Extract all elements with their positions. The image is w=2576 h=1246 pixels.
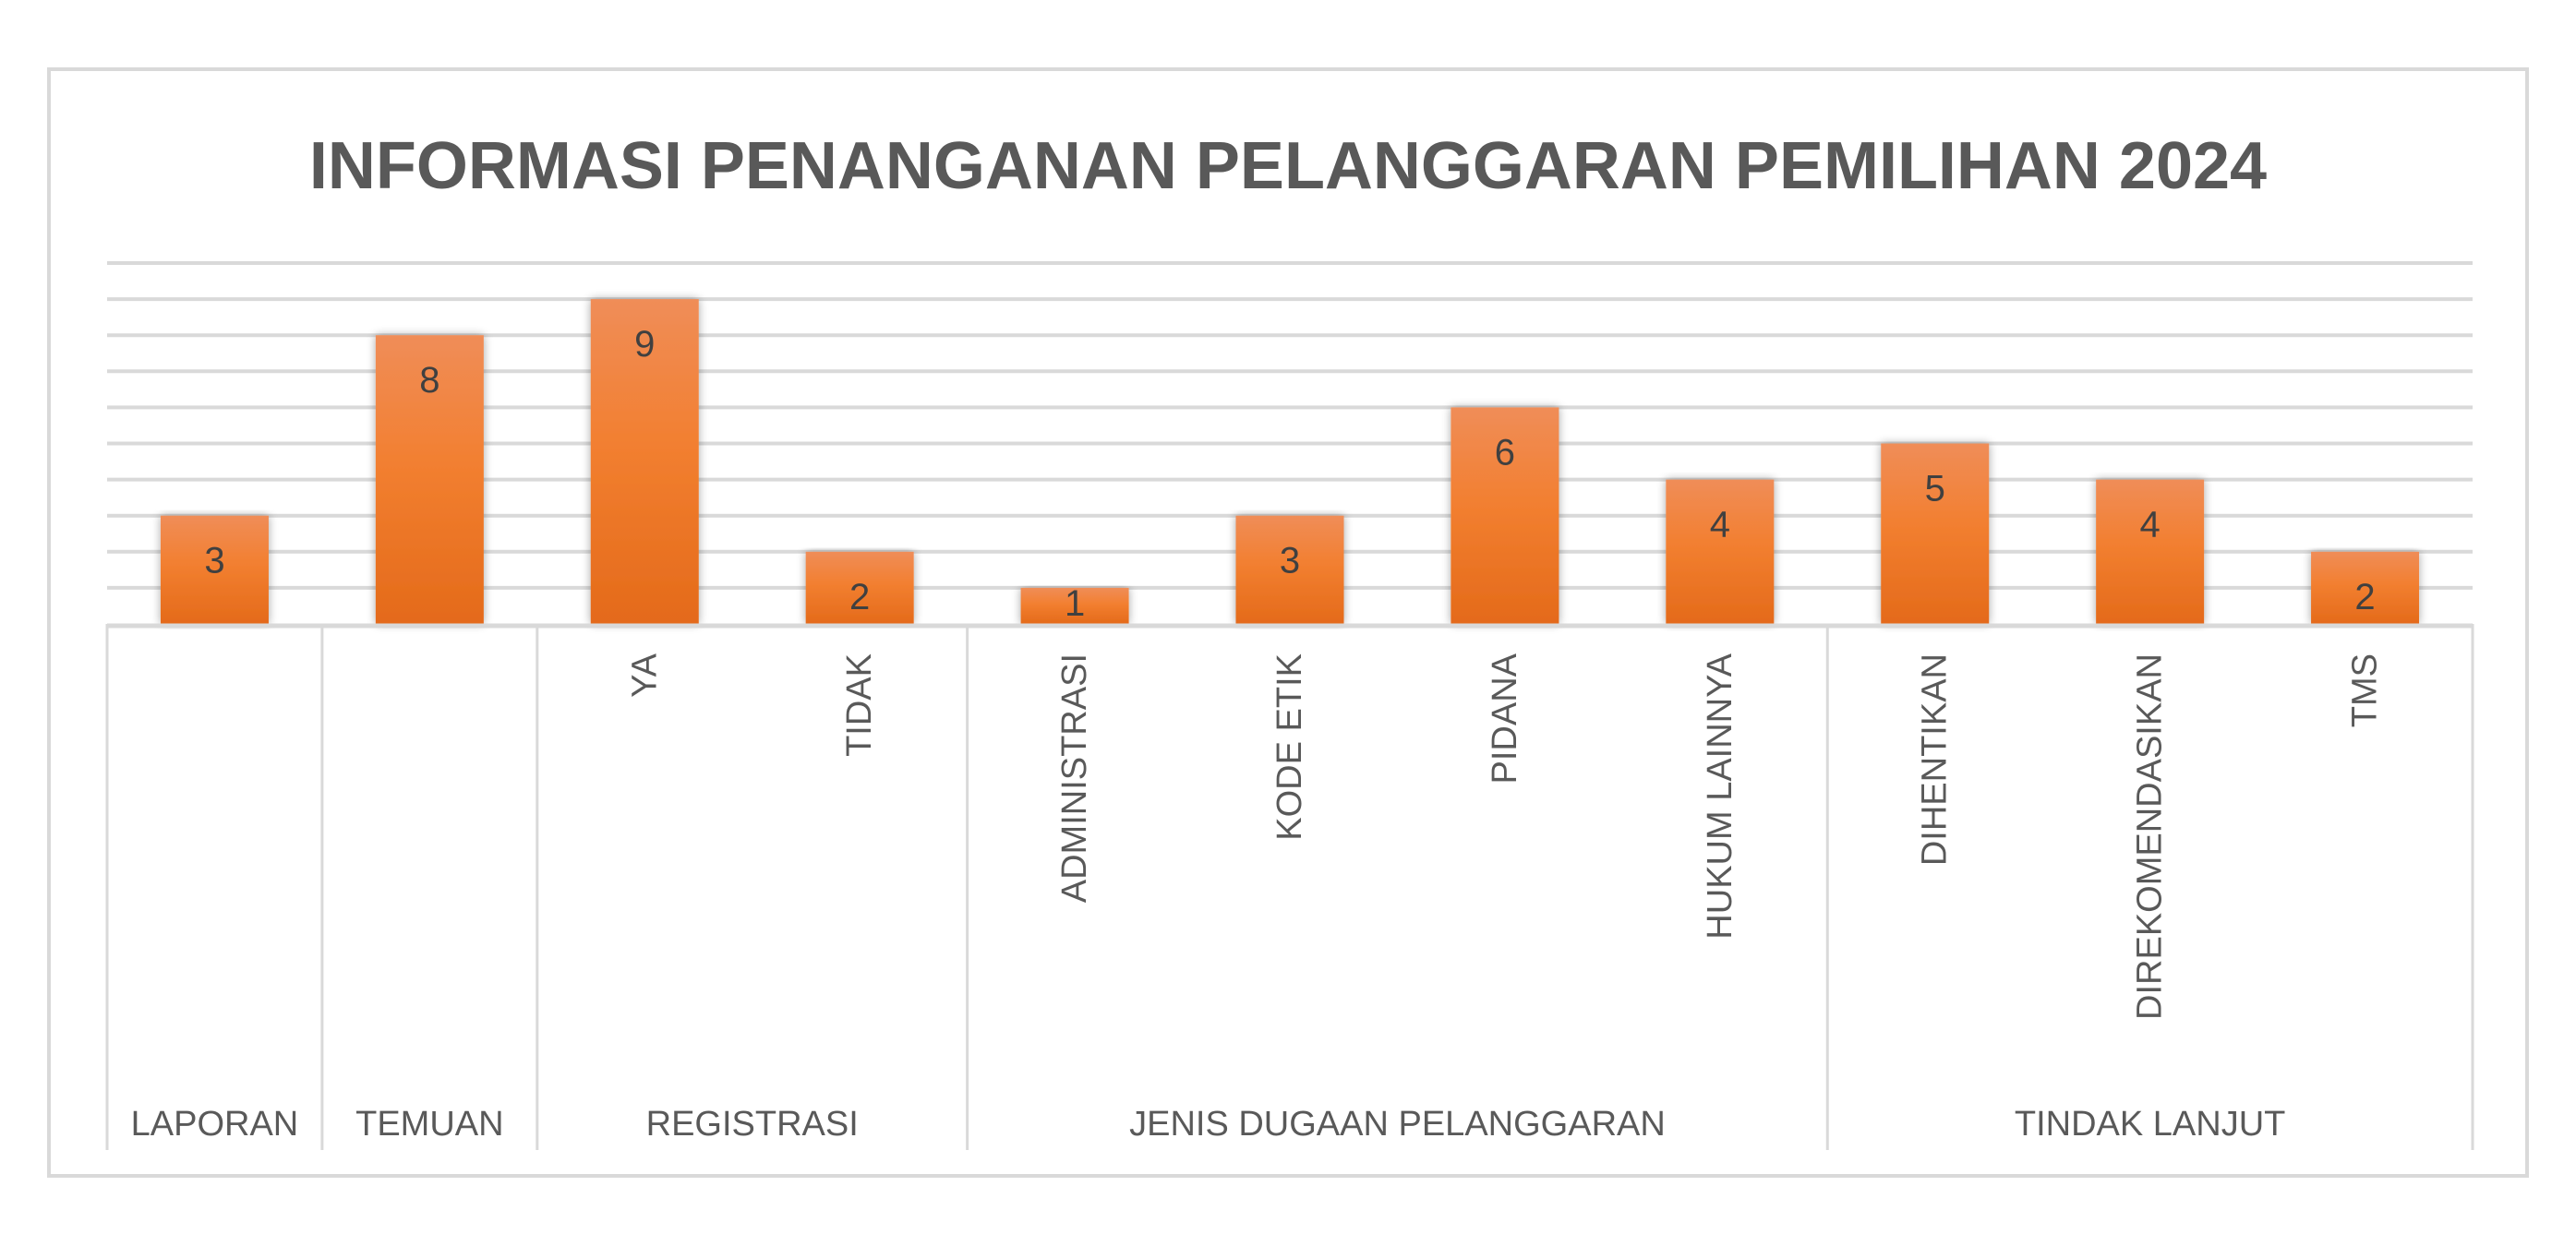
bar xyxy=(375,335,484,624)
group-label: JENIS DUGAAN PELANGGARAN xyxy=(1129,1105,1666,1144)
chart-title: INFORMASI PENANGANAN PELANGGARAN PEMILIH… xyxy=(309,129,2267,203)
category-label: ADMINISTRASI xyxy=(1055,653,1094,903)
group-label: LAPORAN xyxy=(131,1105,299,1144)
bar xyxy=(590,299,699,624)
bar xyxy=(2311,551,2420,624)
bar xyxy=(1666,479,1775,624)
category-label: YA xyxy=(625,653,664,698)
category-label: PIDANA xyxy=(1486,653,1524,784)
category-axis: YA TIDAK ADMINISTRASI KODE ETIK PIDANA HUKUM … xyxy=(105,623,2474,1150)
bars: 3 8 9 2 1 3 6 4 5 4 2 xyxy=(160,299,2420,624)
bar xyxy=(1020,587,1129,624)
data-label: 2 xyxy=(849,577,870,617)
category-label: TMS xyxy=(2346,653,2385,727)
data-label: 9 xyxy=(634,324,655,365)
group-label: TEMUAN xyxy=(355,1105,503,1144)
bar xyxy=(1451,407,1559,624)
bar xyxy=(1881,443,1990,624)
category-label: KODE ETIK xyxy=(1270,653,1309,841)
bar xyxy=(2096,479,2205,624)
data-label: 1 xyxy=(1065,583,1085,624)
category-label: HUKUM LAINNYA xyxy=(1701,653,1739,939)
bar xyxy=(160,515,269,624)
data-label: 2 xyxy=(2354,577,2375,617)
category-label: DIREKOMENDASIKAN xyxy=(2131,653,2170,1020)
data-label: 5 xyxy=(1925,469,1945,509)
gridlines xyxy=(107,261,2473,590)
data-label: 6 xyxy=(1495,432,1515,473)
category-label: DIHENTIKAN xyxy=(1916,653,1955,866)
group-label: REGISTRASI xyxy=(646,1105,859,1144)
bar xyxy=(805,551,914,624)
category-label: TIDAK xyxy=(840,653,879,757)
data-label: 4 xyxy=(1710,505,1730,545)
data-label: 3 xyxy=(204,541,224,581)
group-label: TINDAK LANJUT xyxy=(2015,1105,2285,1144)
bar xyxy=(1235,515,1344,624)
data-label: 8 xyxy=(419,360,439,401)
data-label: 4 xyxy=(2140,505,2161,545)
data-label: 3 xyxy=(1280,541,1300,581)
